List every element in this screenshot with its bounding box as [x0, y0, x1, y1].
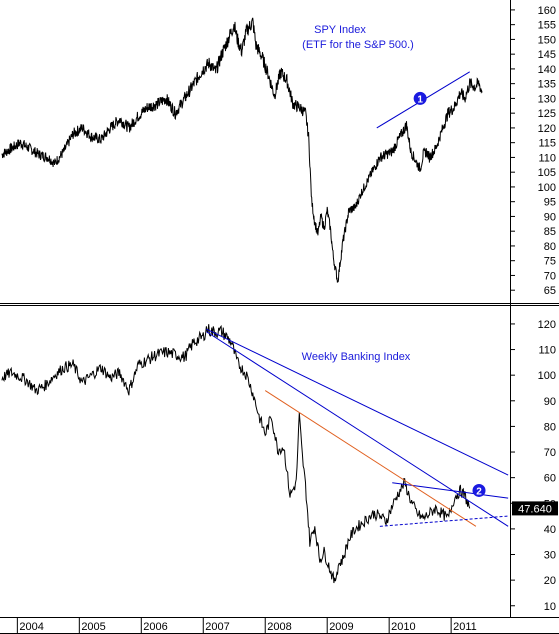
spy-ytick-label: 125 [538, 108, 556, 120]
x-axis: 2004 2005 2006 2007 2008 2009 2010 2011 [16, 617, 477, 634]
spy-ytick-label: 140 [538, 64, 556, 76]
spy-panel: 65 70 75 80 85 90 95 100 105 110 115 120 125 130 135 14… [1, 5, 556, 297]
x-tick-label: 2010 [391, 621, 415, 633]
banking-price-line [1, 324, 471, 584]
x-tick-label: 2011 [453, 621, 477, 633]
x-tick-label: 2005 [81, 621, 105, 633]
banking-ytick-label: 90 [544, 396, 556, 408]
x-tick-label: 2006 [143, 621, 167, 633]
banking-ytick-label: 30 [544, 550, 556, 562]
spy-ytick-label: 110 [538, 152, 556, 164]
banking-ytick-label: 60 [544, 473, 556, 485]
spy-ytick-label: 105 [538, 167, 556, 179]
banking-ytick-label: 40 [544, 524, 556, 536]
banking-ytick-label: 100 [538, 370, 556, 382]
x-tick-label: 2008 [267, 621, 291, 633]
spy-title: SPY Index [314, 24, 366, 36]
spy-ytick-label: 90 [544, 211, 556, 223]
banking-panel: 102030405060708090100110120247.640 [1, 319, 558, 613]
spy-marker-circle [413, 91, 427, 105]
spy-ytick-label: 130 [538, 93, 556, 105]
spy-ytick-label: 150 [538, 34, 556, 46]
spy-ytick-label: 155 [538, 20, 556, 32]
spy-ytick-label: 135 [538, 79, 556, 91]
spy-ytick-label: 70 [544, 270, 556, 282]
banking-trendline-4 [264, 390, 477, 527]
spy-ytick-label: 100 [538, 182, 556, 194]
banking-marker-label: 2 [476, 486, 482, 497]
banking-ytick-label: 70 [544, 447, 556, 459]
x-tick-label: 2009 [329, 621, 353, 633]
spy-ytick-label: 115 [538, 138, 556, 150]
banking-title: Weekly Banking Index [302, 351, 411, 363]
banking-ytick-label: 20 [544, 575, 556, 587]
spy-ytick-label: 145 [538, 49, 556, 61]
banking-ytick-label: 120 [538, 319, 556, 331]
spy-marker-label: 1 [417, 94, 423, 105]
spy-price-line [1, 17, 483, 283]
spy-ytick-label: 75 [544, 256, 556, 268]
banking-trendline-5 [379, 515, 509, 527]
last-value-label: 47.640 [518, 503, 552, 515]
spy-ytick-label: 160 [538, 5, 556, 17]
last-value-badge [512, 501, 558, 516]
banking-ytick-label: 80 [544, 421, 556, 433]
spy-ytick-label: 65 [544, 285, 556, 297]
spy-ytick-label: 85 [544, 226, 556, 238]
banking-trendline-2 [206, 331, 509, 527]
x-tick-label: 2007 [205, 621, 229, 633]
x-tick-label: 2004 [19, 621, 43, 633]
banking-trendline-1 [206, 328, 509, 476]
spy-subtitle: (ETF for the S&P 500.) [302, 39, 414, 51]
banking-marker-circle [472, 483, 486, 497]
spy-ytick-label: 80 [544, 241, 556, 253]
spy-ytick-label: 120 [538, 123, 556, 135]
banking-ytick-label: 10 [544, 601, 556, 613]
spy-ytick-label: 95 [544, 197, 556, 209]
banking-ytick-label: 110 [538, 345, 556, 357]
